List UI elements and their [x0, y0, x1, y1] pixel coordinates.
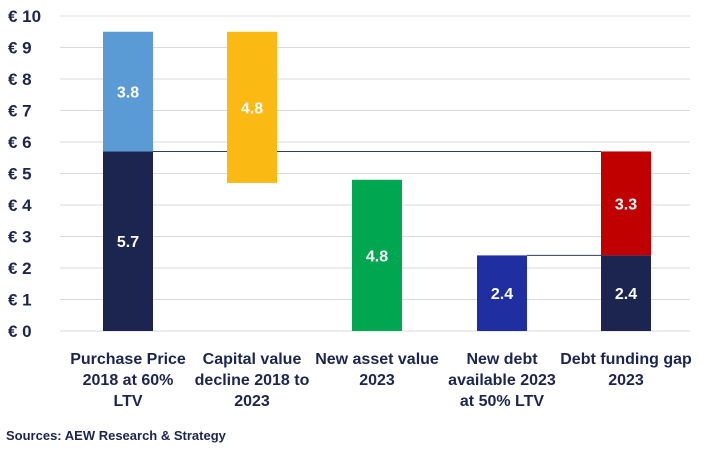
- bar-segment: [227, 31, 277, 183]
- y-tick-label: € 7: [8, 102, 32, 121]
- bar-segment: [601, 255, 651, 331]
- bar-segment: [352, 179, 402, 331]
- y-tick-label: € 0: [8, 322, 32, 341]
- data-label: 2.4: [491, 286, 513, 303]
- bar-segment: [103, 31, 153, 152]
- y-tick-label: € 2: [8, 259, 32, 278]
- data-label: 4.8: [366, 248, 388, 265]
- source-note: Sources: AEW Research & Strategy: [6, 428, 226, 443]
- data-label: 4.8: [241, 100, 263, 117]
- y-axis-tick-labels: € 0 € 1 € 2 € 3 € 4 € 5 € 6 € 7 € 8 € 9 € 10: [8, 7, 41, 341]
- y-tick-label: € 4: [8, 196, 32, 215]
- category-label: Purchase Price 2018 at 60% LTV: [70, 351, 186, 410]
- category-label: Capital value decline 2018 to 2023: [195, 351, 310, 410]
- category-label: Debt funding gap 2023: [560, 351, 692, 389]
- bar-segment: [601, 151, 651, 256]
- category-label: New asset value 2023: [315, 351, 439, 389]
- category-label: New debt available 2023 at 50% LTV: [448, 351, 556, 410]
- waterfall-chart: € 0 € 1 € 2 € 3 € 4 € 5 € 6 € 7 € 8 € 9 € 10 5.7 3.…: [8, 7, 692, 410]
- y-tick-label: € 5: [8, 165, 32, 184]
- bars: [103, 31, 651, 331]
- y-tick-label: € 8: [8, 70, 32, 89]
- y-tick-label: € 3: [8, 228, 32, 247]
- bar-segment: [103, 151, 153, 331]
- data-label: 3.3: [615, 196, 637, 213]
- data-labels: 5.7 3.8 4.8 4.8 2.4 2.4 3.3: [117, 85, 637, 304]
- bar-segment: [477, 255, 527, 331]
- data-label: 2.4: [615, 286, 637, 303]
- y-tick-label: € 1: [8, 291, 32, 310]
- y-tick-label: € 9: [8, 39, 32, 58]
- y-tick-label: € 10: [8, 7, 41, 26]
- y-tick-label: € 6: [8, 133, 32, 152]
- data-label: 5.7: [117, 234, 139, 251]
- data-label: 3.8: [117, 85, 139, 102]
